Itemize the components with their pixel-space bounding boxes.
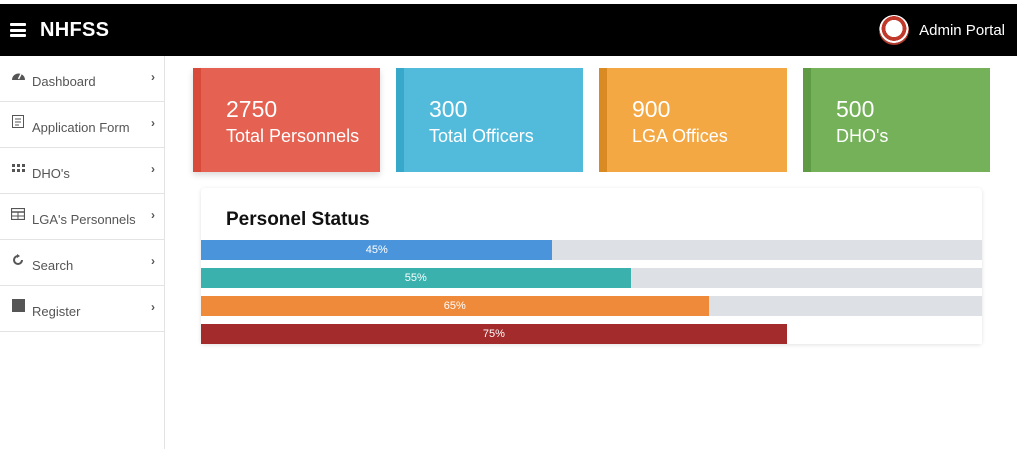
- portal-label: Admin Portal: [919, 21, 1005, 39]
- personnel-status-panel: Personel Status 45% 55% 65% 75%: [201, 188, 982, 344]
- sidebar-item-search[interactable]: Search ›: [0, 240, 164, 286]
- top-navbar: NHFSS Admin Portal: [0, 4, 1017, 56]
- chevron-right-icon: ›: [151, 254, 155, 268]
- square-icon: [10, 299, 26, 313]
- sidebar-item-label: Application Form: [32, 120, 130, 135]
- panel-title: Personel Status: [226, 209, 370, 230]
- chevron-right-icon: ›: [151, 208, 155, 222]
- stat-label: LGA Offices: [632, 126, 728, 146]
- grid-icon: [10, 161, 26, 175]
- sidebar-item-label: DHO's: [32, 166, 70, 181]
- stat-label: DHO's: [836, 126, 889, 146]
- chevron-right-icon: ›: [151, 116, 155, 130]
- stat-label: Total Officers: [429, 126, 534, 146]
- sidebar-item-dhos[interactable]: DHO's ›: [0, 148, 164, 194]
- sidebar-item-label: Dashboard: [32, 74, 96, 89]
- user-portal[interactable]: Admin Portal: [879, 15, 1005, 45]
- table-icon: [10, 207, 26, 221]
- chevron-right-icon: ›: [151, 70, 155, 84]
- sidebar: Dashboard › Application Form › DHO's › L…: [0, 56, 165, 449]
- progress-bar: 55%: [201, 268, 982, 288]
- stat-value: 2750: [226, 96, 278, 122]
- chevron-right-icon: ›: [151, 300, 155, 314]
- logo-seal-icon: [879, 15, 910, 45]
- stat-value: 900: [632, 96, 671, 122]
- sidebar-item-lga-personnels[interactable]: LGA's Personnels ›: [0, 194, 164, 240]
- stat-card-total-personnels[interactable]: 2750 Total Personnels: [193, 68, 380, 172]
- progress-bar: 75%: [201, 324, 982, 344]
- progress-fill: 55%: [201, 268, 631, 288]
- hamburger-menu-icon[interactable]: [10, 23, 26, 37]
- progress-fill: 65%: [201, 296, 709, 316]
- progress-bar: 45%: [201, 240, 982, 260]
- chevron-right-icon: ›: [151, 162, 155, 176]
- form-icon: [10, 115, 26, 129]
- brand-title[interactable]: NHFSS: [40, 18, 110, 41]
- stat-value: 500: [836, 96, 875, 122]
- sidebar-item-register[interactable]: Register ›: [0, 286, 164, 332]
- card-accent: [193, 68, 201, 172]
- sidebar-item-label: Register: [32, 304, 81, 319]
- stat-card-lga-offices[interactable]: 900 LGA Offices: [599, 68, 787, 172]
- card-accent: [803, 68, 811, 172]
- refresh-icon: [10, 253, 26, 267]
- sidebar-item-label: LGA's Personnels: [32, 212, 136, 227]
- dashboard-icon: [10, 69, 26, 83]
- stat-value: 300: [429, 96, 468, 122]
- sidebar-item-application-form[interactable]: Application Form ›: [0, 102, 164, 148]
- progress-fill: 45%: [201, 240, 553, 260]
- progress-fill: 75%: [201, 324, 787, 344]
- stat-label: Total Personnels: [226, 126, 360, 146]
- stat-card-total-officers[interactable]: 300 Total Officers: [396, 68, 583, 172]
- progress-bar: 65%: [201, 296, 982, 316]
- card-accent: [599, 68, 607, 172]
- sidebar-item-dashboard[interactable]: Dashboard ›: [0, 56, 164, 102]
- card-accent: [396, 68, 404, 172]
- stat-card-dhos[interactable]: 500 DHO's: [803, 68, 990, 172]
- sidebar-item-label: Search: [32, 258, 74, 273]
